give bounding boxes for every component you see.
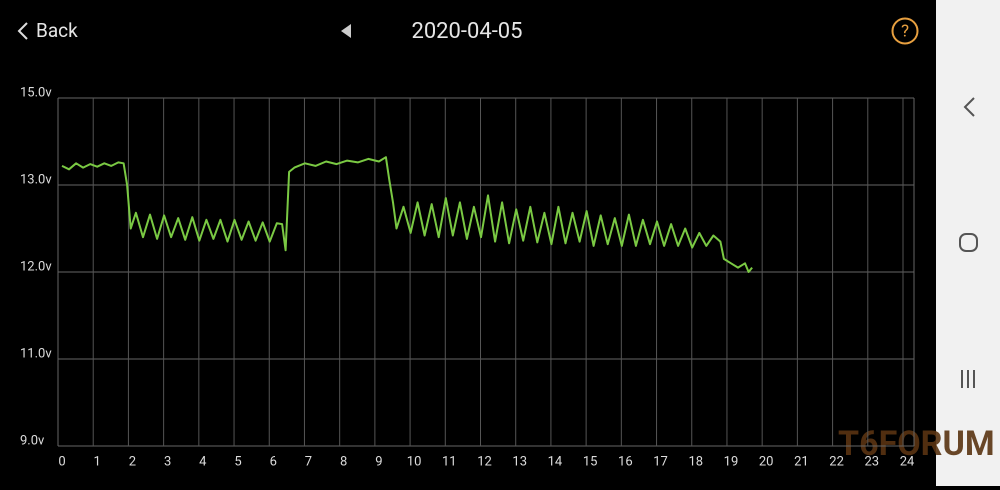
nav-back[interactable] bbox=[963, 97, 975, 117]
x-tick-label: 20 bbox=[759, 454, 774, 469]
x-tick-label: 14 bbox=[548, 454, 563, 469]
x-tick-label: 6 bbox=[270, 454, 277, 469]
help-icon[interactable] bbox=[891, 17, 919, 45]
x-tick-label: 5 bbox=[234, 454, 241, 469]
nav-home[interactable] bbox=[959, 233, 978, 252]
x-tick-label: 9 bbox=[375, 454, 382, 469]
back-button[interactable]: Back bbox=[36, 19, 78, 42]
x-tick-label: 0 bbox=[58, 454, 65, 469]
voltage-line bbox=[61, 156, 753, 273]
help-button[interactable]: ? bbox=[901, 21, 909, 41]
date-title: 2020-04-05 bbox=[411, 19, 522, 44]
x-tick-label: 18 bbox=[688, 454, 703, 469]
x-tick-label: 19 bbox=[724, 454, 739, 469]
y-tick-label: 11.0v bbox=[20, 346, 52, 361]
x-tick-label: 21 bbox=[794, 454, 809, 469]
x-tick-label: 1 bbox=[94, 454, 101, 469]
x-tick-label: 12 bbox=[477, 454, 492, 469]
x-tick-label: 10 bbox=[407, 454, 422, 469]
x-tick-label: 22 bbox=[829, 454, 844, 469]
x-tick-label: 7 bbox=[305, 454, 312, 469]
nav-bar bbox=[936, 0, 1000, 486]
back-icon[interactable] bbox=[17, 22, 28, 40]
nav-recents[interactable] bbox=[961, 370, 975, 388]
y-tick-label: 12.0v bbox=[20, 259, 52, 274]
x-tick-label: 2 bbox=[129, 454, 136, 469]
background bbox=[0, 0, 936, 486]
x-tick-label: 17 bbox=[653, 454, 668, 469]
y-tick-label: 13.0v bbox=[20, 172, 52, 187]
x-tick-label: 13 bbox=[512, 454, 527, 469]
x-tick-label: 15 bbox=[583, 454, 598, 469]
x-tick-label: 23 bbox=[864, 454, 879, 469]
x-tick-label: 4 bbox=[199, 454, 207, 469]
y-tick-label: 15.0v bbox=[20, 85, 52, 100]
y-tick-label: 9.0v bbox=[20, 433, 45, 448]
x-tick-label: 8 bbox=[340, 454, 347, 469]
x-tick-label: 16 bbox=[618, 454, 633, 469]
x-tick-label: 24 bbox=[900, 454, 915, 469]
x-tick-label: 11 bbox=[442, 454, 457, 469]
watermark: T6FORUM bbox=[838, 424, 995, 464]
prev-day[interactable] bbox=[341, 24, 351, 38]
x-tick-label: 3 bbox=[164, 454, 171, 469]
